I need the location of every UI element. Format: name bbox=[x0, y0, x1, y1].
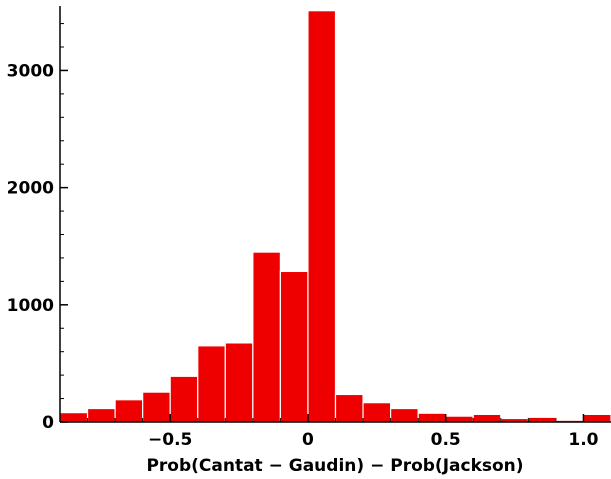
histogram-bar bbox=[390, 407, 419, 423]
axes-group: 0 1000 2000 3000 −0.5 0 0.5 1.0 bbox=[7, 6, 611, 450]
histogram-bar bbox=[197, 345, 226, 423]
histogram-bar bbox=[582, 413, 611, 423]
x-axis-label: Prob(Cantat − Gaudin) − Prob(Jackson) bbox=[146, 456, 523, 476]
histogram-bar bbox=[224, 342, 254, 423]
histogram-bar bbox=[334, 393, 364, 423]
histogram-bar bbox=[472, 413, 502, 423]
histogram-bar bbox=[445, 415, 474, 423]
histogram-bar bbox=[362, 402, 392, 423]
y-tick-label: 1000 bbox=[7, 296, 54, 316]
histogram-bar bbox=[59, 412, 89, 423]
histogram-bar bbox=[307, 10, 337, 423]
y-tick-label: 2000 bbox=[7, 179, 54, 199]
bars-group bbox=[59, 10, 611, 423]
histogram-bar bbox=[114, 399, 144, 423]
y-tick-label: 3000 bbox=[7, 61, 54, 81]
histogram-bar bbox=[169, 375, 199, 423]
x-tick-label: 0 bbox=[302, 430, 314, 450]
x-tick-label: 0.5 bbox=[431, 430, 461, 450]
histogram-bar bbox=[252, 251, 282, 423]
y-tick-label: 0 bbox=[42, 413, 54, 433]
x-tick-label: 1.0 bbox=[568, 430, 598, 450]
histogram-bar bbox=[279, 270, 309, 423]
histogram-bar bbox=[86, 407, 116, 423]
histogram-bar bbox=[417, 412, 447, 423]
histogram-bar bbox=[142, 391, 171, 423]
x-tick-label: −0.5 bbox=[148, 430, 192, 450]
